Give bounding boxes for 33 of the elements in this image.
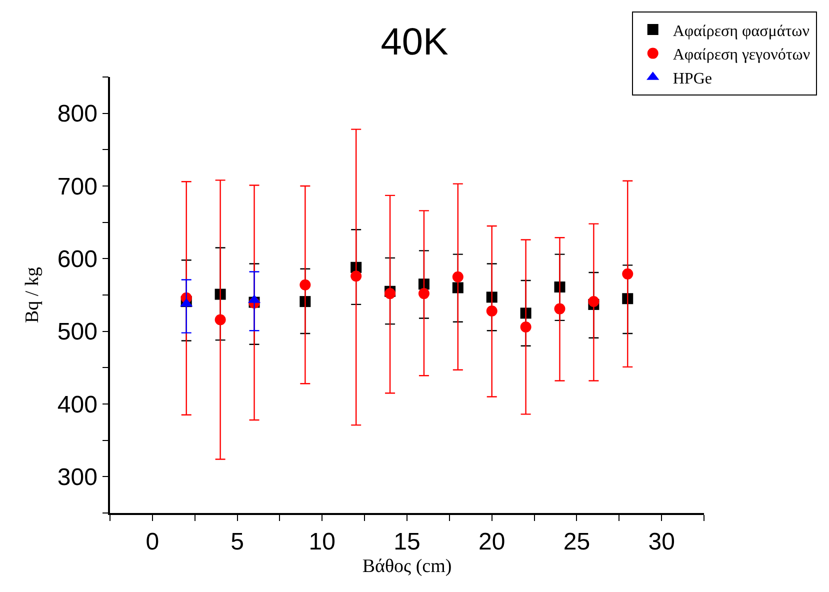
legend-label: Αφαίρεση γεγονότων: [672, 46, 810, 64]
y-tick-label: 800: [57, 100, 98, 128]
point: [486, 292, 498, 303]
x-tick-label: 10: [308, 528, 336, 556]
point: [622, 293, 634, 304]
x-tick-label: 5: [230, 528, 244, 556]
point: [554, 303, 566, 314]
y-tick-label: 400: [57, 391, 98, 418]
y-tick-label: 700: [57, 173, 98, 200]
point: [300, 279, 311, 290]
x-tick-label: 30: [648, 528, 675, 556]
point: [588, 296, 600, 308]
point: [452, 282, 464, 294]
y-tick-label: 500: [57, 318, 98, 346]
legend-label: HPGe: [672, 70, 712, 88]
point: [384, 288, 396, 300]
y-tick-label: 300: [57, 464, 98, 492]
point: [452, 271, 464, 282]
x-tick-label: 0: [146, 528, 160, 556]
point: [622, 268, 634, 280]
x-tick-label: 20: [478, 528, 506, 556]
point: [350, 270, 362, 282]
x-axis-title: Βάθος (cm): [362, 556, 452, 577]
chart-title: 40K: [380, 22, 448, 64]
legend-label: Αφαίρεση φασμάτων: [672, 22, 810, 40]
x-tick-label: 25: [563, 528, 590, 556]
point: [520, 321, 532, 332]
y-tick-label: 600: [57, 246, 98, 274]
point: [214, 314, 226, 326]
point: [418, 288, 430, 300]
y-axis-title: Bq / kg: [22, 266, 43, 323]
point: [486, 305, 498, 316]
x-tick-label: 15: [394, 528, 420, 556]
